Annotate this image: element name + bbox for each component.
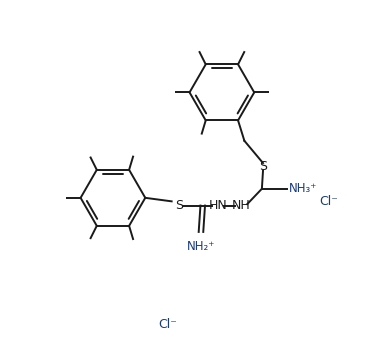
Text: Cl⁻: Cl⁻: [320, 195, 339, 208]
Text: S: S: [175, 199, 183, 212]
Text: S: S: [259, 160, 267, 174]
Text: NH: NH: [231, 199, 250, 212]
Text: HN: HN: [208, 199, 227, 212]
Text: Cl⁻: Cl⁻: [158, 318, 177, 331]
Text: NH₂⁺: NH₂⁺: [187, 240, 215, 253]
Text: NH₃⁺: NH₃⁺: [289, 182, 317, 195]
